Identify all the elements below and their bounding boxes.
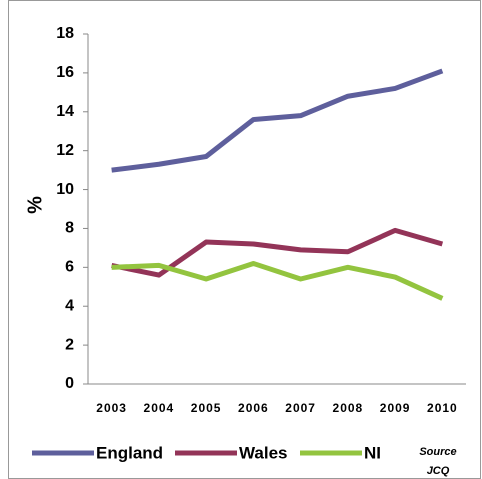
x-tick-label: 2010 [427,401,458,415]
y-tick-label: 10 [56,181,74,198]
x-tick-label: 2007 [285,401,316,415]
legend-label: England [96,443,163,462]
x-tick-label: 2008 [333,401,364,415]
y-tick-label: 2 [65,336,74,353]
y-tick-label: 0 [65,375,74,392]
y-tick-label: 4 [65,297,74,314]
y-tick-label: 18 [56,25,74,42]
legend-label: Wales [239,443,288,462]
x-tick-label: 2005 [191,401,222,415]
annotation: Source [419,446,456,458]
y-tick-label: 8 [65,220,74,237]
series-line [111,68,444,173]
y-tick-label: 6 [65,259,74,276]
annotation: JCQ [427,465,450,477]
y-tick-label: 16 [56,64,74,81]
y-tick-label: 12 [56,142,74,159]
legend-label: NI [364,443,381,462]
x-tick-label: 2004 [144,401,175,415]
series-line [111,260,444,301]
x-tick-label: 2003 [96,401,127,415]
y-tick-label: 14 [56,103,74,120]
x-tick-label: 2009 [380,401,411,415]
x-tick-label: 2006 [238,401,269,415]
y-axis-label: % [24,196,46,214]
